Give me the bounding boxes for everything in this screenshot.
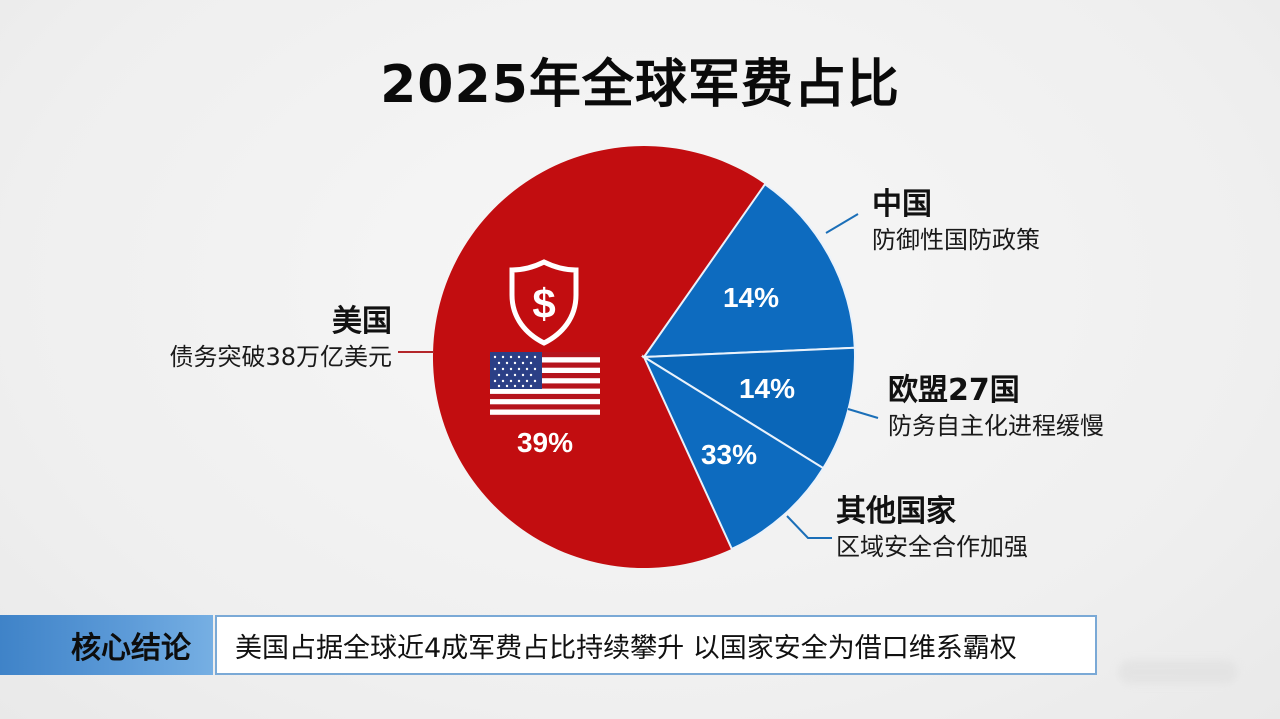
callout-us: 美国 债务突破38万亿美元 (169, 303, 392, 373)
callout-china-desc: 防御性国防政策 (872, 226, 1040, 254)
conclusion-tag: 核心结论 (0, 615, 213, 675)
conclusion-text: 美国占据全球近4成军费占比持续攀升 以国家安全为借口维系霸权 (215, 615, 1097, 675)
pct-label-eu: 14% (738, 373, 796, 404)
callout-china: 中国 防御性国防政策 (872, 186, 1040, 256)
chart-title: 2025年全球军费占比 (380, 55, 900, 115)
pct-label-china: 14% (722, 282, 780, 313)
callout-others-name: 其他国家 (836, 494, 956, 529)
callout-eu-name: 欧盟27国 (888, 373, 1020, 408)
pie-slice-others (641, 354, 825, 551)
callout-others-desc: 区域安全合作加强 (836, 533, 1028, 561)
callout-us-name: 美国 (332, 304, 392, 339)
svg-text:$: $ (532, 280, 555, 327)
leader-line-china (825, 213, 859, 234)
leader-line-others (786, 515, 832, 539)
callout-others: 其他国家 区域安全合作加强 (836, 493, 1028, 563)
watermark (1118, 660, 1238, 684)
callout-us-desc: 债务突破38万亿美元 (169, 343, 392, 371)
callout-eu: 欧盟27国 防务自主化进程缓慢 (888, 372, 1104, 442)
callout-china-name: 中国 (872, 187, 932, 222)
leader-line-eu (847, 408, 879, 419)
pie-slice-china (642, 182, 856, 359)
pie-slice-eu (640, 346, 856, 470)
us-flag-icon (490, 352, 600, 420)
pct-label-others: 33% (700, 439, 758, 470)
callout-eu-desc: 防务自主化进程缓慢 (888, 412, 1104, 440)
shield-dollar-icon: $ (509, 259, 579, 346)
pct-label-us: 39% (516, 427, 574, 458)
